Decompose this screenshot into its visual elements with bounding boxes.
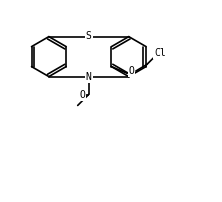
Text: Cl: Cl — [155, 48, 166, 58]
Text: O: O — [129, 66, 134, 76]
Text: S: S — [86, 31, 92, 41]
Text: N: N — [86, 72, 92, 82]
Text: O: O — [79, 90, 85, 100]
